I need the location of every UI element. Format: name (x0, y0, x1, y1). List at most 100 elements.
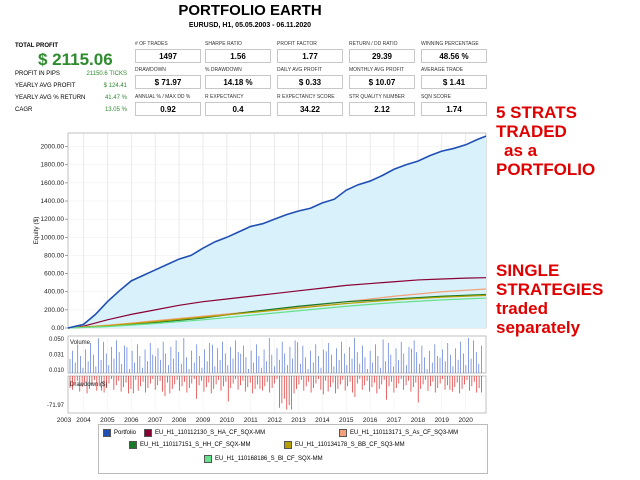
x-tick-label: 2019 (435, 417, 450, 424)
metric-value: 1.74 (421, 102, 487, 116)
metric-label: SHARPE RATIO (205, 41, 242, 47)
metric-label: R EXPECTANCY SCORE (277, 94, 335, 100)
page-title: PORTFOLIO EARTH (178, 2, 322, 19)
annotation-line: traded (496, 299, 548, 318)
volume-tick-label: 0.050 (49, 337, 65, 343)
x-tick-label: 2014 (315, 417, 330, 424)
y-tick-label: 1600.00 (41, 180, 65, 187)
x-tick-label: 2012 (267, 417, 282, 424)
y-tick-label: 1000.00 (41, 234, 65, 241)
summary-row-label: YEARLY AVG PROFIT (15, 83, 76, 89)
annotation-line: 5 STRATS (496, 103, 577, 122)
legend-label: Portfolio (114, 430, 137, 436)
metric-value: 2.12 (349, 102, 415, 116)
legend-swatch (129, 441, 137, 449)
legend-item: Portfolio (103, 429, 136, 437)
metric-value: 14.18 % (205, 75, 271, 89)
y-tick-label: 1800.00 (41, 162, 65, 169)
annotation-single: SINGLE STRATEGIES traded separately (496, 261, 603, 337)
metric-value: 29.39 (349, 49, 415, 63)
volume-label: Volume (70, 340, 91, 346)
summary-row-label: YEARLY AVG % RETURN (15, 95, 86, 101)
series-line (67, 277, 487, 329)
legend-label: EU_H1_110117151_S_HH_CF_SQX-MM (140, 442, 251, 448)
series-line (67, 294, 487, 329)
series-line (67, 293, 487, 329)
metric-value: 34.22 (277, 102, 343, 116)
legend-label: EU_H1_110168186_S_Bl_CF_SQX-MM (215, 456, 323, 462)
equity-chart: 0.00 200.00 400.00 600.00 800.00 1000.00 1200.… (33, 132, 487, 424)
annotation-line: SINGLE (496, 261, 560, 280)
x-tick-label: 2003 (57, 417, 72, 424)
y-axis-label: Equity ($) (33, 217, 40, 245)
legend-item: EU_H1_110112130_S_HA_CF_SQX-MM (144, 429, 265, 437)
metric-label: STR QUALITY NUMBER (349, 94, 405, 100)
annotation-line: STRATEGIES (496, 280, 604, 299)
x-tick-label: 2008 (172, 417, 187, 424)
metric-value: 48.56 % (421, 49, 487, 63)
total-profit-label: TOTAL PROFIT (15, 43, 58, 49)
x-tick-label: 2005 (100, 417, 115, 424)
metric-label: DRAWDOWN (135, 67, 166, 73)
x-tick-label: 2020 (458, 417, 473, 424)
metric-label: ANNUAL % / MAX DD % (135, 94, 191, 100)
annotation-line: separately (496, 318, 581, 337)
y-tick-label: 1400.00 (41, 198, 65, 205)
x-tick-label: 2017 (387, 417, 402, 424)
x-tick-label: 2015 (339, 417, 354, 424)
legend-swatch (339, 429, 347, 437)
metric-label: AVERAGE TRADE (421, 67, 464, 73)
y-tick-label: 1200.00 (41, 216, 65, 223)
x-tick-label: 2016 (363, 417, 378, 424)
x-tick-label: 2013 (291, 417, 306, 424)
summary-row-label: PROFIT IN PIPS (15, 71, 60, 77)
x-tick-label: 2007 (148, 417, 163, 424)
annotation-line: PORTFOLIO (496, 160, 596, 179)
legend-swatch (103, 429, 111, 437)
chart-legend: Portfolio EU_H1_110112130_S_HA_CF_SQX-MM E… (98, 424, 488, 474)
metric-label: MONTHLY AVG PROFIT (349, 67, 405, 73)
annotation-line: as a (504, 141, 538, 160)
legend-label: EU_H1_110112130_S_HA_CF_SQX-MM (155, 430, 266, 436)
metric-value: 1497 (135, 49, 201, 63)
portfolio-area (68, 136, 486, 328)
metric-label: % DRAWDOWN (205, 67, 242, 73)
y-tick-label: 0.00 (51, 325, 64, 332)
metric-label: R EXPECTANCY (205, 94, 244, 100)
x-tick-label: 2006 (124, 417, 139, 424)
legend-item: EU_H1_110134178_S_BB_CF_SQ3-MM (284, 441, 405, 449)
legend-label: EU_H1_110113171_S_As_CF_SQ3-MM (350, 430, 459, 436)
x-tick-label: 2010 (220, 417, 235, 424)
metric-label: WINNING PERCENTAGE (421, 41, 479, 47)
series-line (67, 297, 487, 329)
metric-label: RETURN / DD RATIO (349, 41, 398, 47)
metric-value: 1.56 (205, 49, 271, 63)
metric-value: 1.77 (277, 49, 343, 63)
summary-row: PROFIT IN PIPS 21150.6 TICKS (15, 71, 127, 80)
x-tick-label: 2018 (411, 417, 426, 424)
metric-label: DAILY AVG PROFIT (277, 67, 323, 73)
summary-row: YEARLY AVG PROFIT $ 124.41 (15, 83, 127, 92)
y-tick-label: 400.00 (44, 289, 64, 296)
legend-swatch (284, 441, 292, 449)
volume-tick-label: 0.010 (49, 368, 65, 374)
page-subtitle: EURUSD, H1, 05.05.2003 - 06.11.2020 (188, 22, 312, 29)
annotation-line: TRADED (496, 122, 567, 141)
metric-label: PROFIT FACTOR (277, 41, 317, 47)
series-line (67, 135, 487, 329)
metric-value: $ 1.41 (421, 75, 487, 89)
legend-swatch (144, 429, 152, 437)
legend-item: EU_H1_110113171_S_As_CF_SQ3-MM (339, 429, 458, 437)
drawdown-tick-label: -71.97 (47, 403, 65, 409)
legend-item: EU_H1_110117151_S_HH_CF_SQX-MM (129, 441, 251, 449)
x-tick-label: 2009 (196, 417, 211, 424)
summary-row-value: $ 124.41 (103, 83, 127, 89)
summary-row: YEARLY AVG % RETURN 41.47 % (15, 95, 127, 104)
summary-row-value: 13.05 % (104, 107, 127, 113)
metric-value: $ 0.33 (277, 75, 343, 89)
legend-label: EU_H1_110134178_S_BB_CF_SQ3-MM (295, 442, 405, 448)
metric-value: $ 10.07 (349, 75, 415, 89)
summary-row-value: 21150.6 TICKS (86, 71, 127, 77)
legend-swatch (204, 455, 212, 463)
metric-label: # OF TRADES (135, 41, 168, 47)
